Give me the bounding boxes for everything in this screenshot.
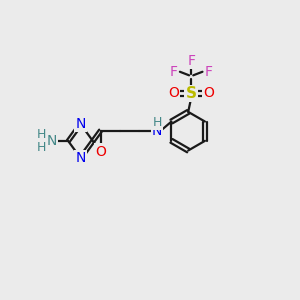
Text: N: N: [46, 134, 56, 148]
Text: N: N: [75, 117, 86, 131]
Text: N: N: [152, 124, 162, 138]
Text: O: O: [203, 86, 214, 100]
Text: N: N: [75, 151, 86, 165]
Text: H: H: [153, 116, 162, 129]
Text: O: O: [95, 145, 106, 159]
Text: H: H: [37, 128, 46, 141]
Text: O: O: [169, 86, 179, 100]
Text: H: H: [37, 141, 46, 154]
Text: S: S: [186, 86, 197, 101]
Text: F: F: [187, 54, 195, 68]
Text: F: F: [169, 65, 177, 79]
Text: F: F: [205, 65, 213, 79]
